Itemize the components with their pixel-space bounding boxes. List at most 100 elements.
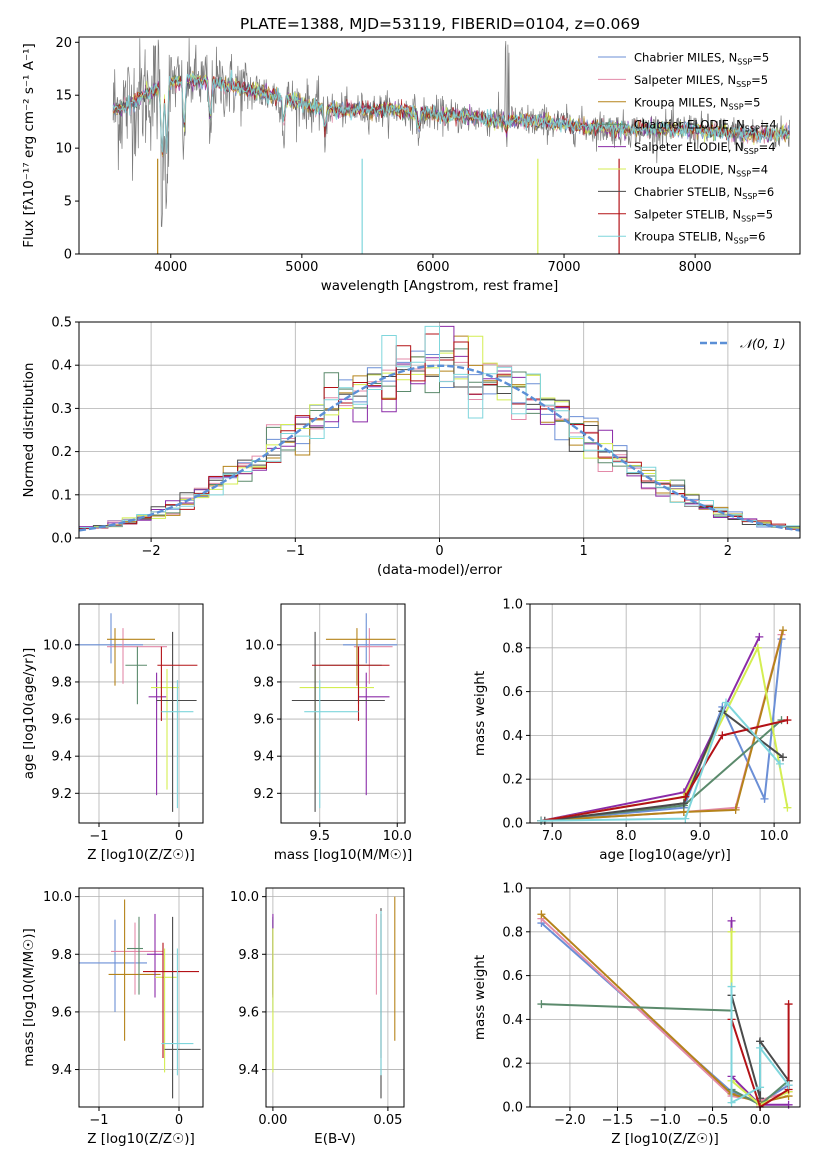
y-tick-label: 0.4	[502, 729, 523, 744]
x-tick-label: 0	[175, 829, 183, 844]
x-tick-label: 10.0	[760, 829, 789, 844]
x-tick-label: 1	[580, 544, 588, 559]
y-axis-label: mass weight	[472, 955, 488, 1040]
weight-marker	[756, 1043, 765, 1052]
frame-age_vs_Z: −1 0 9.2 9.4 9.6 9.8 10.0 Z [log10(Z/Z☉)] age [l…	[21, 603, 204, 863]
x-tick-label: 0.0	[750, 1113, 771, 1128]
x-axis-label: E(B-V)	[314, 1131, 356, 1147]
errorbars-mass_vs_ebv	[272, 896, 396, 1099]
errorbars-mass_vs_Z	[79, 899, 201, 1099]
spectrum-lines	[112, 38, 790, 254]
legend-entry: Salpeter MILES, NSSP=5	[634, 73, 768, 89]
y-tick-label: 9.6	[51, 1005, 72, 1020]
legend-normal: 𝒩(0, 1)	[740, 336, 786, 351]
legend-entry: Kroupa MILES, NSSP=5	[634, 95, 760, 111]
x-tick-label: −1	[89, 1113, 108, 1128]
weight-marker	[537, 1000, 546, 1009]
weights-weight_vs_age	[537, 626, 792, 825]
weight-marker	[537, 910, 546, 919]
y-tick-label: 0.8	[502, 925, 523, 940]
x-tick-label: 5000	[285, 260, 318, 275]
y-tick-label: 0.2	[51, 445, 72, 460]
weight-marker	[727, 916, 736, 925]
x-tick-label: 7000	[547, 260, 580, 275]
frame-spectrum: 4000 5000 6000 7000 8000 0 5 10 15 20 wavelength […	[21, 36, 801, 294]
weight-marker	[778, 753, 787, 762]
x-axis-label: wavelength [Angstrom, rest frame]	[321, 278, 559, 294]
x-tick-label: 6000	[416, 260, 449, 275]
errorbars-age_vs_Z	[75, 613, 198, 812]
y-tick-label: 9.8	[51, 675, 72, 690]
weight-marker	[681, 792, 690, 801]
y-axis-label: mass [log10(M/M☉)]	[21, 928, 37, 1067]
x-tick-label: 8000	[679, 260, 712, 275]
x-tick-label: −1	[89, 829, 108, 844]
y-tick-label: 9.4	[51, 750, 72, 765]
plot-frame	[265, 887, 405, 1108]
y-tick-label: 9.2	[51, 787, 72, 802]
weight-marker	[718, 731, 727, 740]
spectrum-model-line	[112, 75, 790, 155]
y-tick-label: 10.0	[245, 638, 274, 653]
weight-marker	[783, 803, 792, 812]
y-tick-label: 10.0	[43, 638, 72, 653]
x-axis-label: Z [log10(Z/Z☉)]	[87, 847, 195, 863]
x-tick-label: 7.0	[542, 829, 563, 844]
weight-marker	[755, 632, 764, 641]
weight-marker	[679, 799, 688, 808]
legend-entry: Salpeter STELIB, NSSP=5	[634, 207, 773, 223]
legend-entry: Kroupa STELIB, NSSP=6	[634, 230, 765, 246]
y-tick-label: 1.0	[502, 598, 523, 613]
y-tick-label: 0.6	[502, 969, 523, 984]
y-tick-label: 5	[64, 195, 72, 210]
y-tick-label: 0.2	[502, 1057, 523, 1072]
frame-mass_vs_Z: −1 0 9.4 9.6 9.8 10.0 Z [log10(Z/Z☉)] mass [log…	[21, 887, 204, 1147]
plot-frame	[529, 603, 801, 824]
frame-weight_vs_age: 7.0 8.0 9.0 10.0 0.0 0.2 0.4 0.6 0.8 1.0 age [log1…	[472, 598, 801, 863]
x-tick-label: −1	[286, 544, 305, 559]
y-tick-label: 0.6	[502, 685, 523, 700]
y-tick-label: 9.8	[51, 948, 72, 963]
plot-frame	[78, 36, 801, 255]
y-tick-label: 0.4	[51, 359, 72, 374]
plot-frame	[280, 603, 406, 824]
y-tick-label: 0.0	[502, 1101, 523, 1116]
normal-curve	[78, 364, 801, 532]
x-tick-label: −0.5	[697, 1113, 729, 1128]
residual-histograms	[78, 325, 801, 532]
x-tick-label: −1.5	[602, 1113, 634, 1128]
x-tick-label: 0.00	[258, 1113, 287, 1128]
plot-frame	[78, 887, 204, 1108]
y-tick-label: 15	[55, 89, 72, 104]
weight-marker	[731, 805, 740, 814]
x-tick-label: 9.0	[690, 829, 711, 844]
weight-marker	[778, 626, 787, 635]
y-tick-label: 9.2	[253, 787, 274, 802]
weight-marker	[760, 794, 769, 803]
spectrum-observed-line	[112, 38, 790, 228]
y-tick-label: 0.1	[51, 488, 72, 503]
weight-marker	[722, 698, 731, 707]
weight-marker	[783, 716, 792, 725]
y-tick-label: 0.8	[502, 641, 523, 656]
y-axis-label: age [log10(age/yr)]	[21, 648, 37, 780]
y-axis-label: mass weight	[472, 671, 488, 756]
x-axis-label: (data-model)/error	[377, 562, 503, 578]
y-tick-label: 9.8	[253, 675, 274, 690]
x-axis-label: Z [log10(Z/Z☉)]	[611, 1131, 719, 1147]
y-tick-label: 9.6	[51, 713, 72, 728]
x-tick-label: 9.5	[309, 829, 330, 844]
axes-age_vs_mass	[281, 604, 405, 823]
weight-marker	[756, 1083, 765, 1092]
y-tick-label: 0	[64, 248, 72, 263]
y-tick-label: 9.4	[253, 750, 274, 765]
y-tick-label: 9.4	[51, 1063, 72, 1078]
y-tick-label: 9.4	[238, 1063, 259, 1078]
weight-marker	[727, 1098, 736, 1107]
weight-marker	[727, 927, 736, 936]
x-tick-label: 0.05	[373, 1113, 402, 1128]
y-tick-label: 0.0	[502, 817, 523, 832]
frame-weight_vs_Z: −2.0 −1.5 −1.0 −0.5 0.0 0.0 0.2 0.4 0.6 0.8 1.0 Z […	[472, 882, 801, 1147]
spectrum-legend: Chabrier MILES, NSSP=5 Salpeter MILES, NS…	[598, 51, 777, 246]
y-tick-label: 10.0	[43, 890, 72, 905]
